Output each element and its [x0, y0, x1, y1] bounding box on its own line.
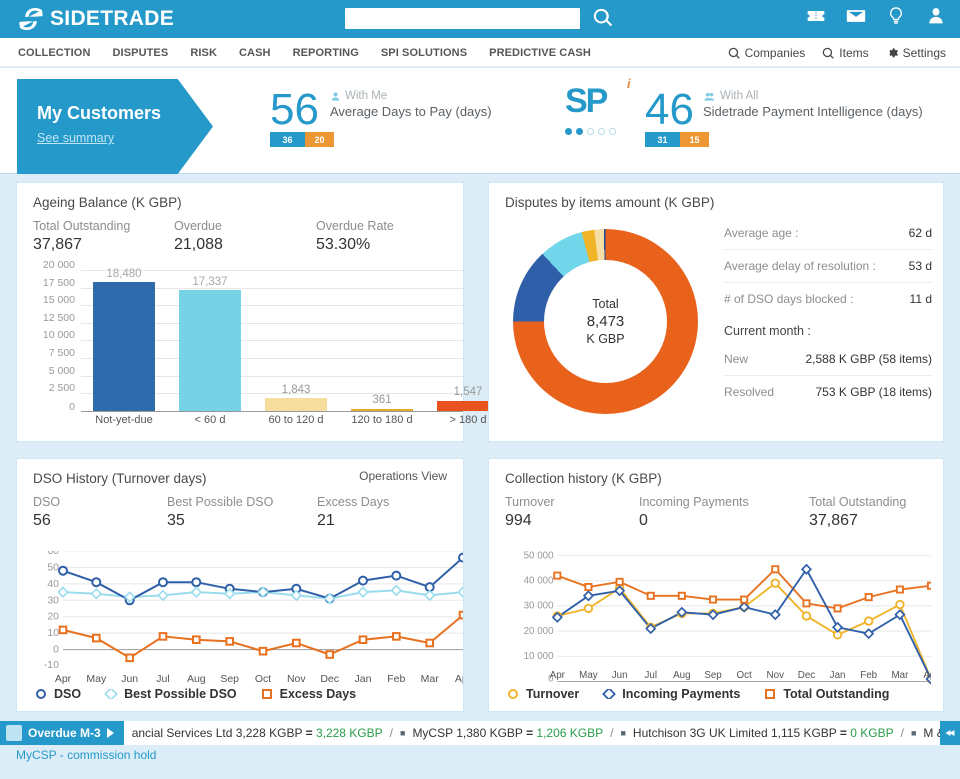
svg-text:May: May: [86, 673, 107, 685]
svg-text:50: 50: [47, 561, 59, 573]
svg-text:Oct: Oct: [255, 673, 271, 685]
svg-text:40: 40: [47, 578, 59, 590]
svg-text:40 000: 40 000: [524, 575, 555, 586]
svg-text:Dec: Dec: [320, 673, 339, 685]
svg-text:Apr: Apr: [550, 670, 566, 681]
svg-text:Apr: Apr: [455, 673, 463, 685]
svg-text:20 000: 20 000: [524, 626, 555, 637]
svg-text:Jan: Jan: [830, 670, 846, 681]
svg-text:May: May: [579, 670, 598, 681]
svg-text:Dec: Dec: [798, 670, 816, 681]
svg-text:20: 20: [47, 611, 59, 623]
svg-text:Sep: Sep: [704, 670, 722, 681]
svg-text:0: 0: [53, 644, 59, 656]
svg-text:Jul: Jul: [156, 673, 169, 685]
svg-text:Feb: Feb: [860, 670, 877, 681]
svg-text:Mar: Mar: [891, 670, 909, 681]
svg-text:Jun: Jun: [612, 670, 628, 681]
svg-text:Apr: Apr: [923, 670, 931, 681]
svg-text:10 000: 10 000: [524, 651, 555, 662]
svg-text:30: 30: [47, 594, 59, 606]
svg-text:10: 10: [47, 627, 59, 639]
svg-text:Mar: Mar: [421, 673, 440, 685]
svg-text:Nov: Nov: [287, 673, 306, 685]
svg-text:30 000: 30 000: [524, 601, 555, 612]
svg-text:50 000: 50 000: [524, 551, 555, 561]
svg-text:Nov: Nov: [767, 670, 785, 681]
svg-text:Aug: Aug: [673, 670, 690, 681]
svg-text:Aug: Aug: [187, 673, 206, 685]
svg-text:60: 60: [47, 551, 59, 557]
svg-text:-10: -10: [44, 659, 59, 671]
svg-text:Jun: Jun: [121, 673, 138, 685]
svg-text:Oct: Oct: [737, 670, 753, 681]
svg-text:Jul: Jul: [644, 670, 657, 681]
svg-text:Apr: Apr: [55, 673, 72, 685]
svg-text:Sep: Sep: [220, 673, 239, 685]
svg-text:Feb: Feb: [387, 673, 405, 685]
svg-text:Jan: Jan: [355, 673, 372, 685]
